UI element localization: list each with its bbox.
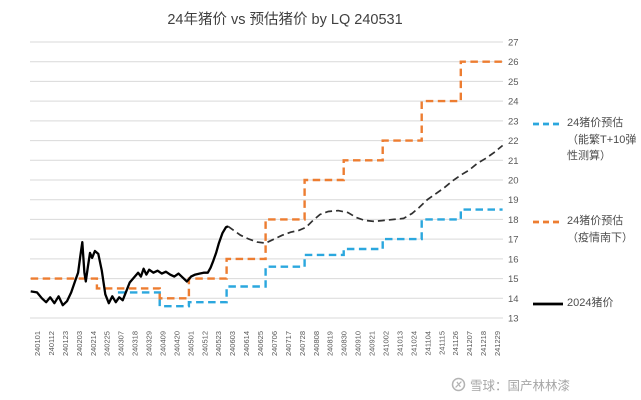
y-tick-label: 15: [508, 274, 519, 285]
y-tick-label: 14: [508, 294, 519, 305]
y-tick-label: 20: [508, 176, 519, 187]
x-tick-label: 240603: [228, 331, 237, 356]
legend-label-line: 性测算）: [567, 150, 611, 162]
y-tick-label: 27: [508, 38, 519, 49]
x-tick-label: 240307: [117, 331, 126, 356]
x-tick-label: 241126: [451, 331, 460, 355]
series-forecast-epidemic-south: [30, 60, 503, 300]
series-actual-2024-dashed: [227, 144, 504, 244]
x-tick-label: 240523: [214, 331, 223, 356]
legend-item-forecast-epidemic-south: 24猪价预估 （疫情南下）: [533, 213, 633, 246]
legend-swatch-orange-dashed-line: [533, 220, 563, 224]
y-tick-label: 17: [508, 235, 519, 246]
y-tick-label: 24: [508, 97, 519, 108]
x-tick-label: 240830: [340, 331, 349, 356]
legend-item-forecast-sow-elasticity: 24猪价预估 （能繁T+10弹 性测算）: [533, 115, 636, 165]
series-forecast-sow-elasticity: [117, 208, 503, 308]
x-tick-label: 240808: [312, 331, 321, 356]
x-tick-label: 240717: [284, 331, 293, 356]
legend-swatch-blue-dashed-line: [533, 122, 563, 126]
y-tick-label: 26: [508, 57, 519, 68]
x-tick-label: 240420: [172, 331, 181, 356]
x-tick-label: 240512: [200, 331, 209, 356]
x-tick-label: 241002: [382, 331, 391, 356]
legend-label-line: 24猪价预估: [567, 117, 624, 129]
x-tick-label: 240625: [256, 331, 265, 356]
legend-label: 24猪价预估 （能繁T+10弹 性测算）: [567, 115, 636, 165]
y-tick-label: 25: [508, 77, 519, 88]
x-tick-label: 241024: [409, 331, 418, 356]
x-tick-label: 241115: [437, 331, 446, 355]
x-tick-label: 241104: [423, 331, 432, 355]
chart-title: 24年猪价 vs 预估猪价 by LQ 240531: [167, 12, 403, 28]
legend-label-line: （疫情南下）: [567, 231, 633, 244]
legend-swatch-black-solid-line: [533, 302, 563, 306]
gridlines: [30, 41, 503, 319]
x-tick-label: 241229: [493, 331, 502, 356]
legend-label-line: （能繁T+10弹: [567, 133, 637, 146]
series-actual-2024: [30, 225, 229, 307]
x-tick-label: 240318: [131, 331, 140, 356]
x-tick-label: 240728: [298, 331, 307, 356]
x-tick-label: 240501: [186, 331, 195, 356]
x-tick-label: 240214: [89, 331, 98, 356]
legend-label-line: 2024猪价: [567, 297, 614, 309]
legend-label: 24猪价预估 （疫情南下）: [567, 213, 633, 246]
watermark: 雪球：国产林林漆: [451, 375, 570, 394]
x-tick-label: 240225: [103, 331, 112, 356]
legend-item-actual-2024: 2024猪价: [533, 295, 613, 312]
y-tick-label: 22: [508, 136, 519, 147]
y-tick-label: 19: [508, 195, 519, 206]
x-tick-label: 240706: [270, 331, 279, 356]
x-tick-label: 240819: [326, 331, 335, 356]
x-tick-label: 240112: [47, 331, 56, 355]
y-tick-label: 23: [508, 116, 519, 127]
x-tick-label: 240203: [75, 331, 84, 356]
legend-label: 2024猪价: [567, 295, 613, 312]
x-tick-label: 240101: [33, 331, 42, 356]
x-tick-label: 241013: [395, 331, 404, 356]
x-tick-label: 241218: [479, 331, 488, 356]
x-tick-label: 240614: [242, 331, 251, 356]
y-tick-label: 21: [508, 156, 519, 167]
xueqiu-logo-icon: [451, 377, 466, 392]
x-tick-label: 240409: [159, 331, 168, 356]
x-tick-label: 240329: [145, 331, 154, 356]
y-tick-label: 16: [508, 254, 519, 265]
y-tick-label: 13: [508, 314, 519, 325]
x-tick-label: 240910: [354, 331, 363, 356]
x-tick-labels: 240101 240112 240123 240203 240214 240225 2403…: [33, 331, 502, 356]
y-tick-label: 18: [508, 215, 519, 226]
watermark-text: 雪球：国产林林漆: [470, 379, 571, 393]
y-tick-labels: 13 14 15 16 17 18 19 20 21 22 23 24 25 26 27: [508, 38, 519, 325]
x-tick-label: 241207: [465, 331, 474, 356]
x-tick-label: 240123: [61, 331, 70, 356]
legend-label-line: 24猪价预估: [567, 215, 624, 227]
x-tick-label: 240921: [368, 331, 377, 356]
